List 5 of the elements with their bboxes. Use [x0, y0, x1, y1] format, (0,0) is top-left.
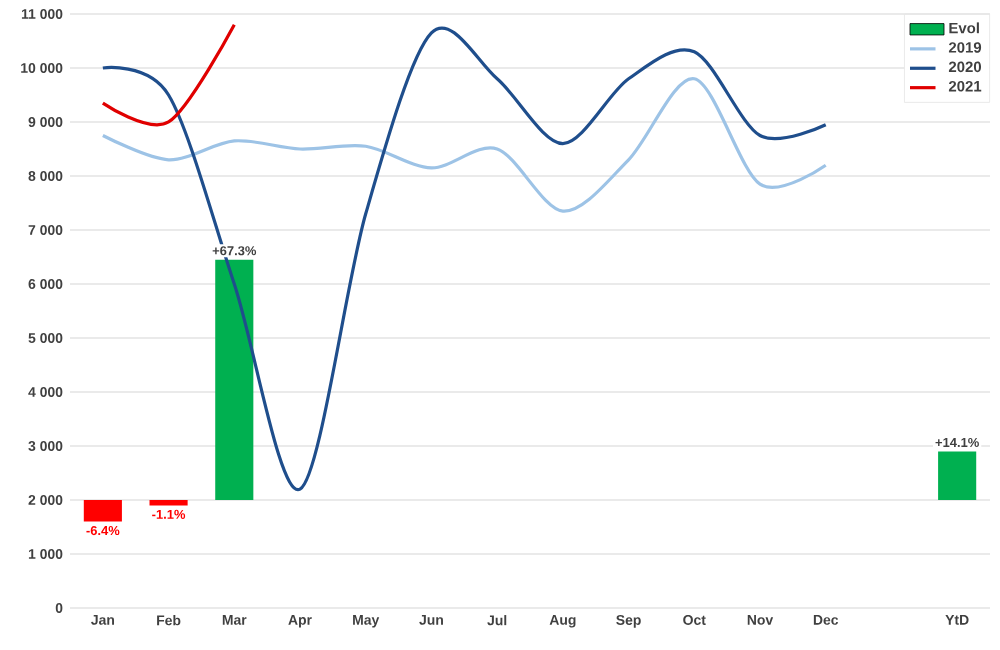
bar [215, 259, 254, 500]
bar [149, 500, 188, 506]
line-series [101, 77, 828, 213]
bar [938, 451, 977, 500]
bar [83, 500, 122, 522]
